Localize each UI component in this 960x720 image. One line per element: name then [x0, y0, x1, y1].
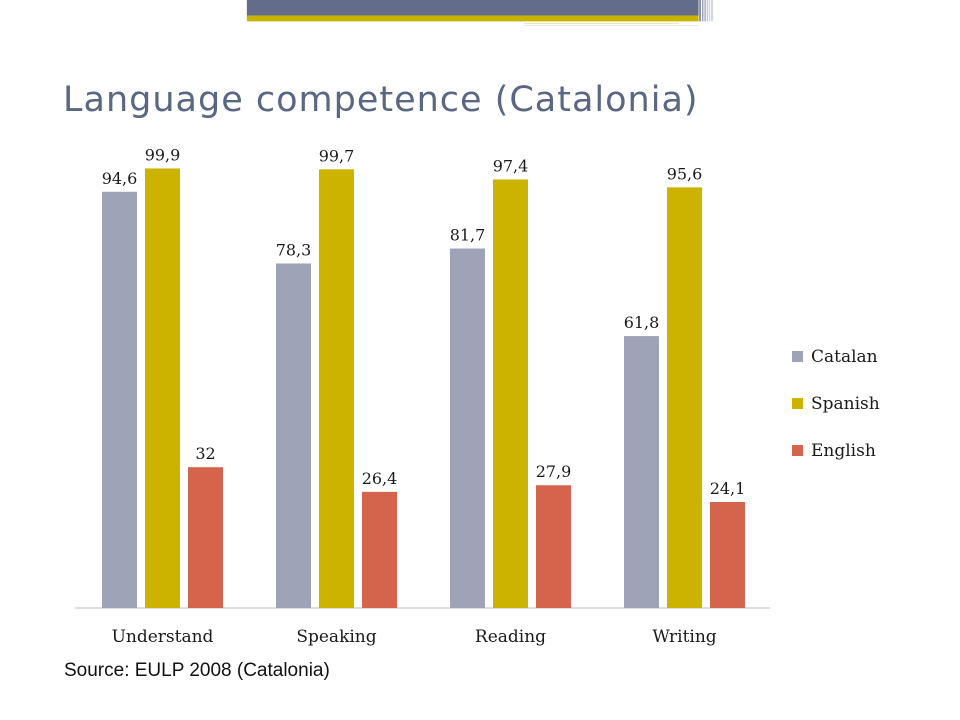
bar-english-writing [710, 501, 745, 608]
header-stripe [699, 0, 701, 22]
data-labels-group: 94,6 99,9 32 78,3 99,7 26,4 81,7 97,4 27,9 61,8 95… [102, 145, 746, 498]
data-label-spanish-writing: 95,6 [667, 164, 703, 183]
data-label-spanish-reading: 97,4 [493, 156, 529, 175]
data-label-catalan-reading: 81,7 [450, 226, 486, 245]
legend-swatch-catalan [792, 351, 803, 362]
data-label-english-reading: 27,9 [536, 462, 572, 481]
x-tick-label-understand: Understand [112, 627, 214, 647]
legend-label-spanish: Spanish [811, 394, 880, 414]
bar-catalan-writing [624, 336, 659, 608]
header-stripe [704, 0, 706, 22]
header-decoration [246, 0, 714, 26]
data-label-english-understand: 32 [195, 444, 215, 463]
data-label-spanish-speaking: 99,7 [319, 146, 355, 165]
legend-label-catalan: Catalan [811, 347, 878, 367]
bar-catalan-understand [102, 191, 137, 608]
data-label-english-speaking: 26,4 [362, 469, 398, 488]
header-underline [523, 22, 680, 24]
data-label-catalan-understand: 94,6 [102, 169, 138, 188]
data-label-catalan-speaking: 78,3 [276, 240, 312, 259]
header-bar [246, 0, 699, 16]
header-stripe [708, 0, 710, 22]
bar-english-speaking [362, 491, 397, 608]
header-stripe [701, 0, 704, 22]
x-tick-label-writing: Writing [652, 627, 716, 647]
data-label-spanish-understand: 99,9 [145, 145, 181, 164]
bar-catalan-reading [450, 248, 485, 608]
header-stripe [710, 0, 714, 22]
x-tick-label-speaking: Speaking [296, 627, 376, 647]
x-tick-labels-group: Understand Speaking Reading Writing [112, 627, 717, 647]
bar-english-understand [188, 467, 223, 608]
source-note: Source: EULP 2008 (Catalonia) [64, 660, 330, 681]
bar-spanish-speaking [319, 169, 354, 608]
bar-catalan-speaking [276, 263, 311, 608]
data-label-english-writing: 24,1 [710, 479, 746, 498]
legend-label-english: English [811, 441, 876, 461]
header-stripe [706, 0, 708, 22]
bar-chart: 94,6 99,9 32 78,3 99,7 26,4 81,7 97,4 27,9 61,8 95… [75, 145, 880, 647]
x-tick-label-reading: Reading [475, 627, 546, 647]
data-label-catalan-writing: 61,8 [624, 313, 660, 332]
legend: Catalan Spanish English [792, 347, 880, 461]
bar-spanish-understand [145, 168, 180, 608]
header-accent-line [246, 15, 699, 22]
legend-swatch-english [792, 445, 803, 456]
bar-spanish-reading [493, 179, 528, 608]
slide-title: Language competence (Catalonia) [63, 80, 699, 120]
bar-english-reading [536, 485, 571, 608]
legend-swatch-spanish [792, 398, 803, 409]
bars-group [102, 168, 745, 609]
bar-spanish-writing [667, 187, 702, 609]
